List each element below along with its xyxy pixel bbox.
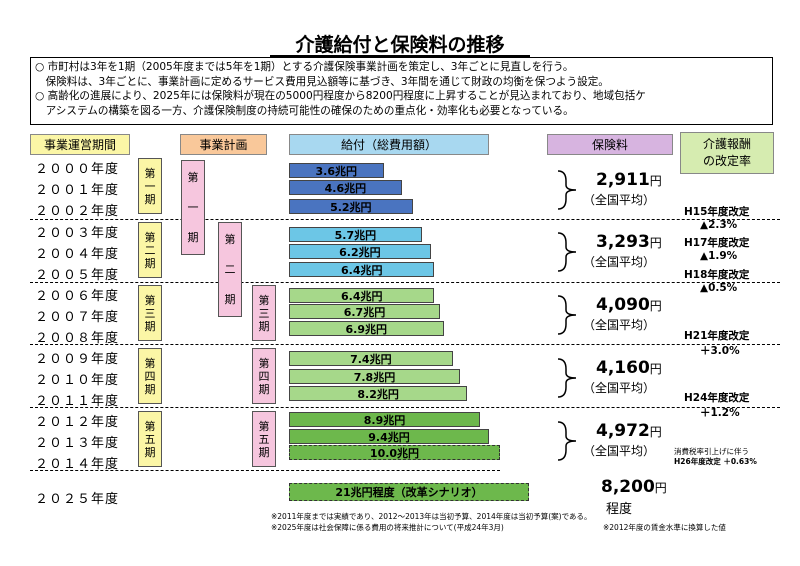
revision-h26-rate: H26年度改定 ＋0.63%	[674, 457, 757, 466]
revision-h21: H21年度改定	[684, 330, 750, 342]
premium-amount-2: 3,293円	[596, 232, 662, 252]
intro-line-4: アシステムの構築を図る一方、介護保険制度の持続可能性の確保のための重点化・効率化…	[35, 104, 574, 117]
benefit-bar: 3.6兆円	[289, 163, 384, 178]
intro-line-1: ○ 市町村は3年を1期（2005年度までは5年を1期）とする介護保険事業計画を策…	[35, 61, 574, 73]
footnote-2: ※2025年度は社会保障に係る費用の将来推計について(平成24年3月)	[271, 523, 504, 532]
revision-h18-rate: ▲0.5%	[700, 282, 738, 294]
premium-amount-4: 4,160円	[596, 358, 662, 378]
benefit-bar: 6.4兆円	[289, 262, 435, 277]
header-revision-rate: 介護報酬 の改定率	[680, 132, 774, 174]
premium-avg-1: （全国平均）	[583, 193, 656, 207]
intro-box: ○ 市町村は3年を1期（2005年度までは5年を1期）とする介護保険事業計画を策…	[30, 57, 773, 125]
benefit-bar: 7.4兆円	[289, 351, 453, 366]
brace-icon	[557, 295, 577, 335]
year-2025: ２０２５年度	[35, 492, 120, 507]
plan-period-5: 第五期	[252, 411, 276, 467]
period-separator	[30, 282, 780, 283]
operation-period-2: 第二期	[138, 222, 162, 278]
year-label: ２００５年度	[35, 268, 120, 283]
brace-icon	[557, 421, 577, 461]
period-separator	[30, 470, 500, 471]
operation-period-5: 第五期	[138, 411, 162, 467]
year-label: ２００９年度	[35, 352, 120, 367]
premium-avg-5: （全国平均）	[583, 444, 656, 458]
premium-amount-5: 4,972円	[596, 421, 662, 441]
premium-amount-3: 4,090円	[596, 295, 662, 315]
premium-amount-2025: 8,200円	[601, 477, 667, 497]
brace-icon	[557, 358, 577, 398]
benefit-bar: 10.0兆円	[289, 445, 500, 460]
intro-line-2: 保険料は、3年ごとに、事業計画に定めるサービス費用見込額等に基づき、3年間を通じ…	[35, 75, 609, 88]
footnote-1: ※2011年度までは実績であり、2012～2013年は当初予算、2014年度は当…	[271, 512, 592, 521]
revision-h15-rate: ▲2.3%	[700, 219, 738, 231]
period-separator	[30, 219, 780, 220]
premium-avg-2: （全国平均）	[583, 255, 656, 269]
year-label: ２００４年度	[35, 247, 120, 262]
revision-h24-rate: ＋1.2%	[700, 407, 740, 419]
premium-avg-4: （全国平均）	[583, 381, 656, 395]
premium-amount-1: 2,911円	[596, 170, 662, 190]
year-label: ２０００年度	[35, 162, 120, 177]
plan-period-4: 第四期	[252, 348, 276, 404]
revision-h26-label: 消費税率引上げに伴う	[674, 447, 749, 456]
plan-period-2: 第二期	[218, 222, 242, 317]
premium-avg-3: （全国平均）	[583, 318, 656, 332]
year-label: ２００１年度	[35, 183, 120, 198]
operation-period-1: 第一期	[138, 158, 162, 214]
period-separator	[30, 407, 780, 408]
header-premium: 保険料	[547, 134, 673, 155]
benefit-bar: 8.2兆円	[289, 386, 468, 401]
year-label: ２０１３年度	[35, 436, 120, 451]
plan-period-1: 第一期	[181, 160, 205, 255]
year-label: ２００７年度	[35, 310, 120, 325]
revision-h17-rate: ▲1.9%	[700, 250, 738, 262]
brace-icon	[557, 170, 577, 210]
header-benefit: 給付（総費用額）	[289, 134, 489, 155]
revision-h18: H18年度改定	[684, 269, 750, 281]
footnote-3: ※2012年度の賃金水準に換算した値	[603, 523, 726, 532]
benefit-bar: 8.9兆円	[289, 412, 480, 427]
benefit-bar: 6.4兆円	[289, 288, 435, 303]
year-label: ２０１２年度	[35, 415, 120, 430]
header-operation-period: 事業運営期間	[30, 134, 130, 155]
year-label: ２００６年度	[35, 289, 120, 304]
year-label: ２０１０年度	[35, 373, 120, 388]
plan-period-3: 第三期	[252, 285, 276, 341]
benefit-bar-2025: 21兆円程度（改革シナリオ）	[289, 483, 529, 501]
period-separator	[30, 344, 780, 345]
benefit-bar: 4.6兆円	[289, 180, 402, 195]
revision-h21-rate: ＋3.0%	[700, 345, 740, 357]
benefit-bar: 5.2兆円	[289, 199, 413, 214]
revision-h17: H17年度改定	[684, 237, 750, 249]
benefit-bar: 6.7兆円	[289, 304, 440, 319]
year-label: ２００８年度	[35, 331, 120, 346]
benefit-bar: 6.9兆円	[289, 321, 444, 336]
revision-h15: H15年度改定	[684, 206, 750, 218]
intro-line-3: ○ 高齢化の進展により、2025年には保険料が現在の5000円程度から8200円…	[35, 90, 646, 103]
benefit-bar: 7.8兆円	[289, 369, 460, 384]
operation-period-4: 第四期	[138, 348, 162, 404]
revision-h24: H24年度改定	[684, 392, 750, 404]
year-label: ２００３年度	[35, 226, 120, 241]
title-underline	[270, 55, 530, 57]
benefit-bar: 6.2兆円	[289, 244, 431, 259]
benefit-bar: 9.4兆円	[289, 429, 490, 444]
premium-2025-extra: 程度	[606, 502, 633, 517]
page-title: 介護給付と保険料の推移	[295, 34, 505, 56]
year-label: ２０１４年度	[35, 457, 120, 472]
header-plan: 事業計画	[180, 134, 267, 155]
brace-icon	[557, 232, 577, 272]
operation-period-3: 第三期	[138, 285, 162, 341]
year-label: ２００２年度	[35, 204, 120, 219]
year-label: ２０１１年度	[35, 394, 120, 409]
benefit-bar: 5.7兆円	[289, 227, 422, 242]
